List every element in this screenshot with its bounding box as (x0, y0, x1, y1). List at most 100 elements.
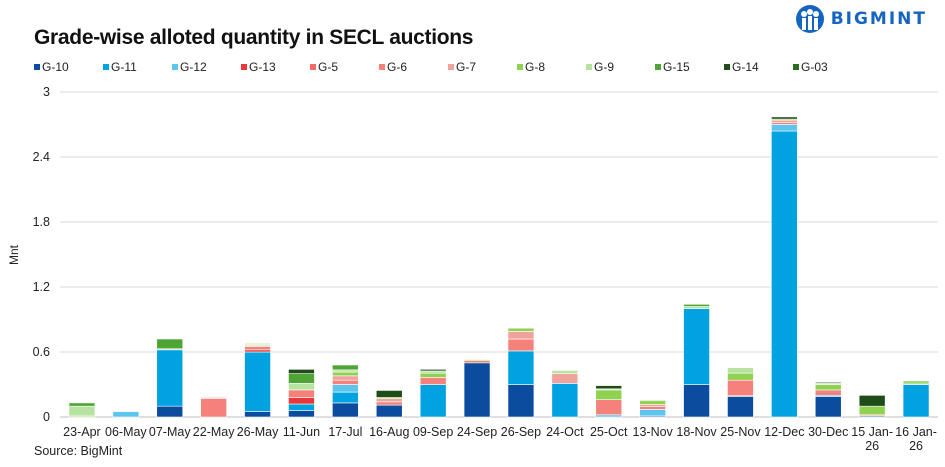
bar-segment-g-9 (639, 399, 666, 402)
legend-label: G-10 (42, 60, 69, 74)
bar-segment-g-9 (419, 370, 447, 374)
legend-item: G-12 (172, 60, 241, 74)
y-tick-label: 0 (43, 410, 50, 424)
bar-segment-g-14 (814, 382, 842, 384)
bar-segment-g-9 (288, 383, 315, 391)
bar-segment-g-9 (551, 370, 579, 374)
bar-segment-g-15 (902, 380, 930, 383)
legend-item: G-10 (34, 60, 103, 74)
bar-segment-g-8 (814, 384, 842, 391)
legend-swatch (517, 64, 523, 70)
x-tick-label: 24-Sep (457, 425, 497, 439)
legend-label: G-8 (525, 60, 546, 74)
legend-label: G-14 (732, 60, 759, 74)
bar-segment-g-10 (332, 402, 359, 418)
y-axis-label: Mnt (7, 244, 21, 265)
bar-segment-g-10 (375, 404, 403, 418)
x-tick-label: 16-Aug (369, 425, 409, 439)
legend-item: G-15 (655, 60, 724, 74)
legend-label: G-12 (180, 60, 207, 74)
bar-segment-g-9 (727, 367, 754, 374)
x-tick-label: 11-Jun (283, 425, 320, 439)
bar-segment-g-8 (858, 405, 886, 416)
bar-segment-g-6 (595, 399, 623, 416)
x-tick-label: 26-Sep (501, 425, 541, 439)
bar-segment-g-14 (858, 395, 886, 407)
legend-swatch (310, 64, 316, 70)
legend-swatch (241, 64, 247, 70)
x-tick-label: 23-Apr (63, 425, 101, 439)
bar-segment-g-6 (507, 338, 535, 352)
x-tick-label: 18-Nov (676, 425, 717, 439)
bar-segment-g-9 (68, 405, 96, 417)
legend-item: G-5 (310, 60, 379, 74)
bar-segment-g-6 (419, 377, 447, 385)
bar-segment-g-8 (507, 327, 535, 332)
bar-segment-g-10 (244, 411, 271, 418)
bar-segment-g-15 (683, 304, 710, 307)
bar-segment-g-8 (332, 371, 359, 377)
bar-segment-g-7 (332, 375, 359, 381)
bar-segment-g-12 (332, 384, 359, 393)
bar-segment-g-10 (156, 405, 184, 418)
bar-segment-g-14 (595, 385, 623, 390)
bar-segment-g-15 (156, 338, 184, 350)
bar-segment-g-7 (507, 331, 535, 340)
bar-segment-g-13 (288, 397, 315, 405)
bigmint-logo: BIGMINT (795, 4, 927, 34)
bar-segment-g-6 (463, 360, 491, 364)
bar-segment-g-12 (771, 124, 798, 132)
x-tick-label: 17-Jul (328, 425, 362, 439)
bar-segment-g-11 (507, 350, 535, 385)
legend-item: G-14 (724, 60, 793, 74)
bigmint-logo-icon (795, 5, 824, 33)
x-tick-label: 15 Jan-26 (851, 425, 893, 453)
bar-segment-g-10 (814, 396, 842, 418)
bar-segment-g-11 (156, 349, 184, 407)
legend-swatch (448, 64, 454, 70)
bar-segment-g-14 (288, 369, 315, 374)
bar-segment-g-10 (463, 362, 491, 418)
x-tick-label: 16 Jan-26 (895, 425, 937, 453)
bar-segment-g-12 (595, 414, 623, 418)
x-tick-label: 13-Nov (633, 425, 674, 439)
legend-item: G-13 (241, 60, 310, 74)
legend-swatch (793, 64, 799, 70)
bar-segment-g-11 (551, 383, 579, 418)
bar-segment-g-14 (771, 116, 798, 120)
legend-item: G-9 (586, 60, 655, 74)
x-tick-label: 07-May (149, 425, 191, 439)
legend-label: G-11 (111, 60, 137, 74)
legend-swatch (103, 64, 109, 70)
legend-swatch (172, 64, 178, 70)
legend-label: G-7 (456, 60, 477, 74)
bar-segment-g-10 (727, 396, 754, 418)
bar-segment-g-14 (375, 390, 403, 398)
legend-swatch (724, 64, 730, 70)
bar-segment-g-9 (683, 306, 710, 309)
y-tick-label: 3 (43, 85, 50, 99)
bar-segment-g-14 (419, 369, 447, 372)
x-tick-label: 24-Oct (546, 425, 584, 439)
bar-segment-g-8 (595, 389, 623, 400)
legend-swatch (34, 64, 40, 70)
y-tick-label: 2.4 (33, 150, 50, 164)
bar-segment-g-8 (639, 400, 666, 405)
x-tick-label: 22-May (193, 425, 235, 439)
bar-segment-g-15 (68, 402, 96, 407)
legend-label: G-13 (249, 60, 276, 74)
bar-segment-g-11 (683, 308, 710, 385)
bar-segment-g-6 (244, 346, 271, 351)
legend-item: G-11 (103, 60, 172, 74)
legend-label: G-6 (387, 60, 408, 74)
bar-segment-g-9 (244, 343, 271, 345)
bar-segment-g-6 (771, 122, 798, 125)
bar-segment-g-6 (639, 406, 666, 410)
bar-segment-g-10 (683, 384, 710, 418)
legend-swatch (655, 64, 661, 70)
bar-segment-g-12 (639, 409, 666, 417)
y-tick-label: 1.8 (33, 215, 50, 229)
legend-item: G-6 (379, 60, 448, 74)
bar-segment-g-8 (902, 381, 930, 385)
